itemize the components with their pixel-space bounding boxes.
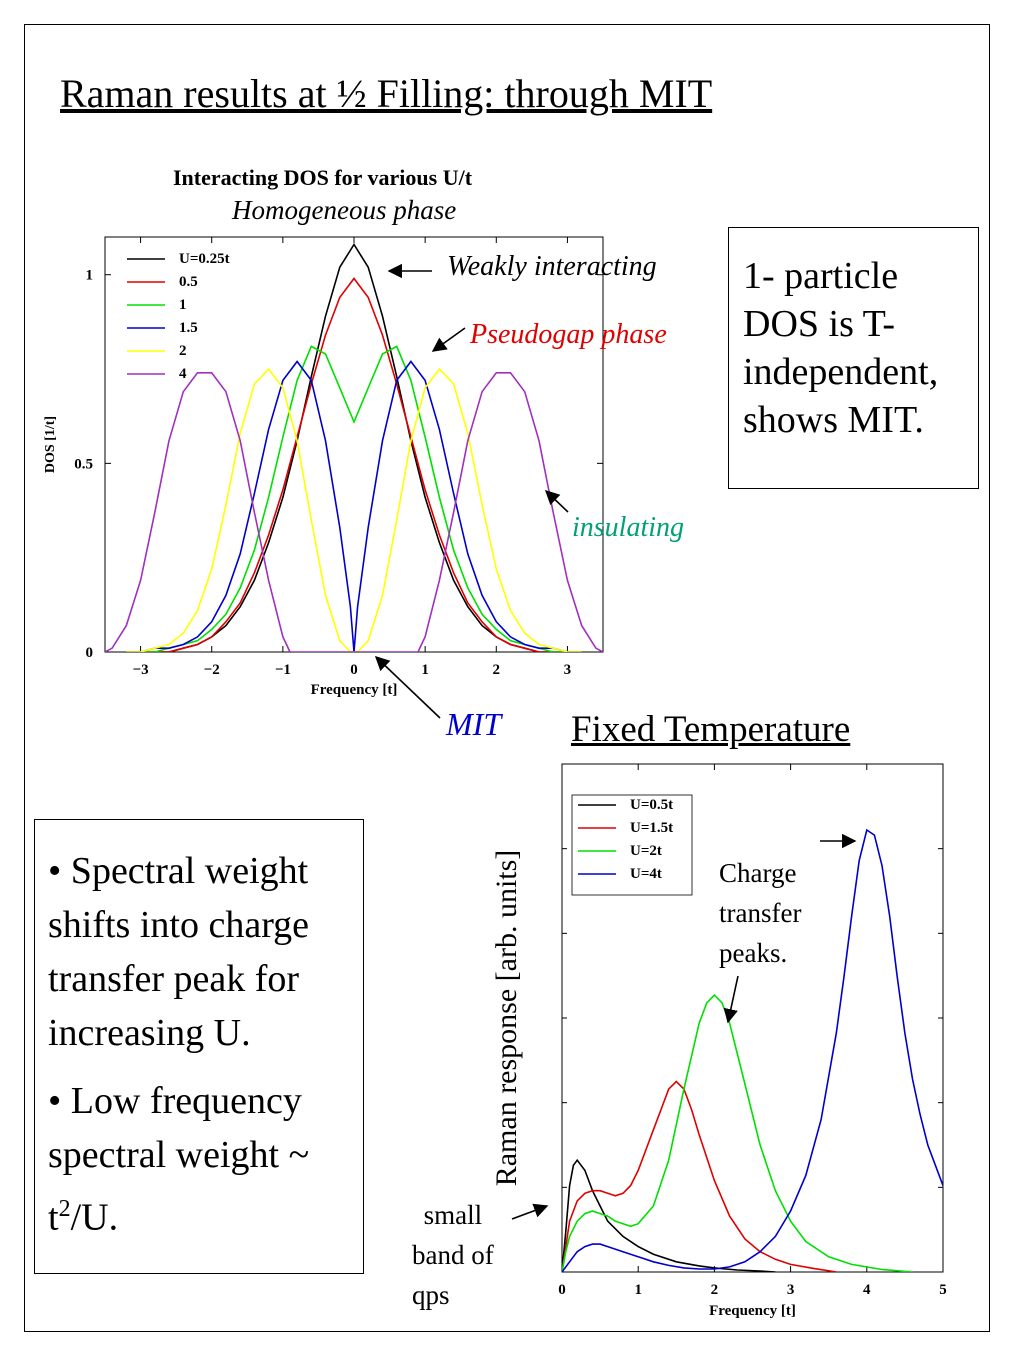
fixed-temperature-heading: Fixed Temperature: [571, 709, 851, 750]
insulating-label: insulating: [572, 512, 685, 543]
series-line-U-2t: [562, 993, 913, 1272]
mit-label: MIT: [446, 706, 502, 742]
x-tick-label: 0: [558, 1282, 566, 1298]
x-tick-label: 2: [711, 1282, 719, 1298]
legend-label: 4: [179, 366, 187, 382]
series-line-2: [126, 367, 582, 652]
x-tick-label: 2: [493, 662, 501, 678]
x-tick-label: 4: [863, 1282, 871, 1298]
y-tick-label: 0: [86, 645, 94, 661]
dos-info-box: 1- particle DOS is T- independent, shows…: [728, 227, 979, 489]
bullet-box: • Spectral weight shifts into charge tra…: [34, 819, 364, 1274]
dos-info-line: DOS is T-: [743, 303, 896, 345]
legend-label: U=0.25t: [179, 251, 230, 267]
y-axis-label: Raman response [arb. units]: [490, 850, 523, 1187]
series-line-U-0-5t: [562, 1158, 776, 1272]
charge-transfer-note: Charge transfer peaks.: [719, 853, 801, 973]
small-band-line: qps: [412, 1280, 450, 1310]
legend-box: [571, 794, 693, 896]
dos-chart-subheading: Homogeneous phase: [232, 195, 457, 225]
x-tick-label: −2: [204, 662, 220, 678]
bullet-low-frequency-text: • Low frequency spectral weight ~ t: [48, 1080, 310, 1239]
legend-label: 1.5: [179, 320, 198, 336]
legend-label: 1: [179, 297, 187, 313]
legend-label: U=4t: [630, 866, 662, 882]
series-line-4: [105, 372, 603, 652]
small-band-line: small: [423, 1200, 483, 1230]
small-band-note: small band of qps: [412, 1195, 494, 1315]
legend-label: 0.5: [179, 274, 198, 290]
charge-transfer-line: Charge: [719, 858, 797, 888]
raman-chart: 0 1 2 3 4 5 Frequency [t] Raman response [arb. …: [490, 763, 947, 1319]
x-axis-label: Frequency [t]: [311, 682, 398, 698]
bullet-low-frequency: • Low frequency spectral weight ~ t2/U.: [48, 1074, 363, 1245]
small-band-line: band of: [412, 1240, 494, 1270]
weakly-interacting-label: Weakly interacting: [447, 251, 657, 282]
legend-label: U=0.5t: [630, 797, 673, 813]
dos-info-line: independent,: [743, 351, 939, 393]
bullet-low-frequency-end: /U.: [70, 1196, 119, 1239]
dos-chart: −3 −2 −1 0 1 2 3 0 0.5 1 Frequency [t] DOS [1/t] U=0…: [43, 236, 604, 698]
x-tick-label: 5: [939, 1282, 947, 1298]
slide-title: Raman results at ½ Filling: through MIT: [60, 71, 713, 116]
bullet-spectral-weight: • Spectral weight shifts into charge tra…: [48, 850, 310, 1054]
series-line-1-5: [126, 360, 582, 652]
x-tick-label: 3: [787, 1282, 795, 1298]
legend-label: U=1.5t: [630, 820, 673, 836]
y-tick-label: 0.5: [74, 456, 93, 472]
slide-frame: [24, 24, 990, 1332]
legend-label: U=2t: [630, 843, 662, 859]
legend-label: 2: [179, 343, 187, 359]
series-line-0-5: [126, 277, 582, 652]
charge-transfer-line: transfer: [719, 898, 802, 928]
x-tick-label: −1: [275, 662, 291, 678]
x-tick-label: 0: [350, 662, 358, 678]
series-line-U-4t: [562, 828, 943, 1272]
x-tick-label: 3: [564, 662, 572, 678]
x-tick-label: −3: [133, 662, 149, 678]
x-tick-label: 1: [421, 662, 429, 678]
dos-info-line: 1- particle: [743, 255, 899, 297]
series-line-U-1-5t: [562, 1080, 837, 1272]
x-tick-label: 1: [634, 1282, 642, 1298]
x-axis-label: Frequency [t]: [709, 1303, 796, 1319]
charge-transfer-line: peaks.: [719, 938, 788, 968]
y-axis-label: DOS [1/t]: [43, 416, 58, 473]
series-line-U-0-25t: [126, 242, 582, 652]
y-tick-label: 1: [86, 268, 94, 284]
dos-chart-heading: Interacting DOS for various U/t: [173, 165, 473, 190]
bullet-superscript: 2: [58, 1196, 71, 1222]
pseudogap-label: Pseudogap phase: [470, 319, 667, 350]
dos-info-line: shows MIT.: [743, 399, 924, 441]
series-line-1: [126, 345, 582, 652]
